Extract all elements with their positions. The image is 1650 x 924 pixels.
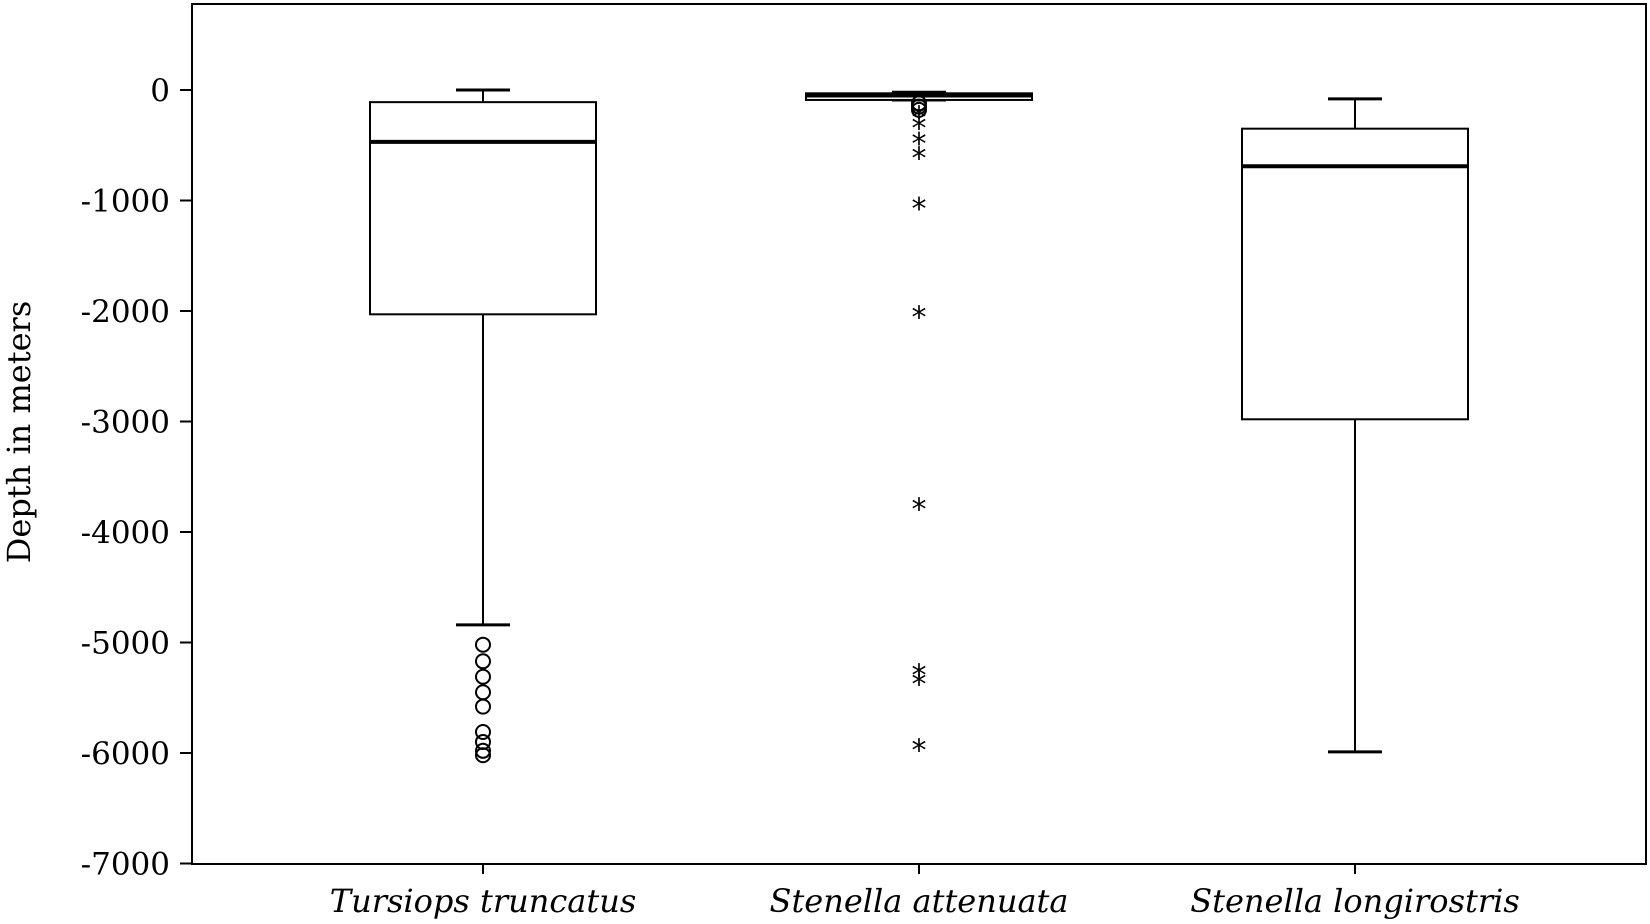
y-tick-label: 0 [150, 73, 170, 109]
box-group [1241, 97, 1469, 754]
box-group: ********** [805, 90, 1033, 769]
iqr-box [1241, 127, 1469, 421]
x-category-label: Stenella longirostris [1190, 882, 1520, 920]
outlier-circle [475, 747, 491, 764]
x-axis: Tursiops truncatus Stenella attenuata Sten… [330, 864, 1520, 920]
outlier-star: * [912, 493, 927, 528]
outlier-star: * [912, 667, 927, 702]
y-tick-label: -5000 [81, 626, 170, 662]
outlier-circle [475, 742, 491, 759]
y-tick-label: -7000 [81, 847, 170, 883]
outlier-circle [475, 653, 491, 670]
y-tick-label: -6000 [81, 736, 170, 772]
x-category-label: Tursiops truncatus [330, 882, 637, 920]
y-axis-title: Depth in meters [0, 301, 38, 564]
outlier-circle [475, 668, 491, 685]
outlier-star: * [912, 127, 927, 162]
box-group [369, 88, 597, 764]
outlier-circle [475, 684, 491, 701]
outlier-star: * [912, 658, 927, 693]
outlier-star: * [912, 141, 927, 176]
y-tick-label: -1000 [81, 184, 170, 220]
y-axis: 0 -1000 -2000 -3000 -4000 -5000 -6000 -7000 [81, 73, 192, 883]
iqr-box [369, 101, 597, 316]
outlier-star: * [912, 111, 927, 146]
outlier-star: * [912, 100, 927, 135]
outlier-star: * [912, 192, 927, 227]
outlier-circle [911, 101, 927, 118]
y-tick-label: -4000 [81, 515, 170, 551]
y-tick-label: -2000 [81, 294, 170, 330]
outlier-star: * [912, 300, 927, 335]
x-category-label: Stenella attenuata [770, 882, 1069, 920]
outlier-circle [475, 636, 491, 653]
outlier-circle [475, 724, 491, 741]
y-tick-label: -3000 [81, 405, 170, 441]
outlier-circle [475, 698, 491, 715]
boxes: ********** [369, 88, 1469, 769]
outlier-star: * [912, 734, 927, 769]
